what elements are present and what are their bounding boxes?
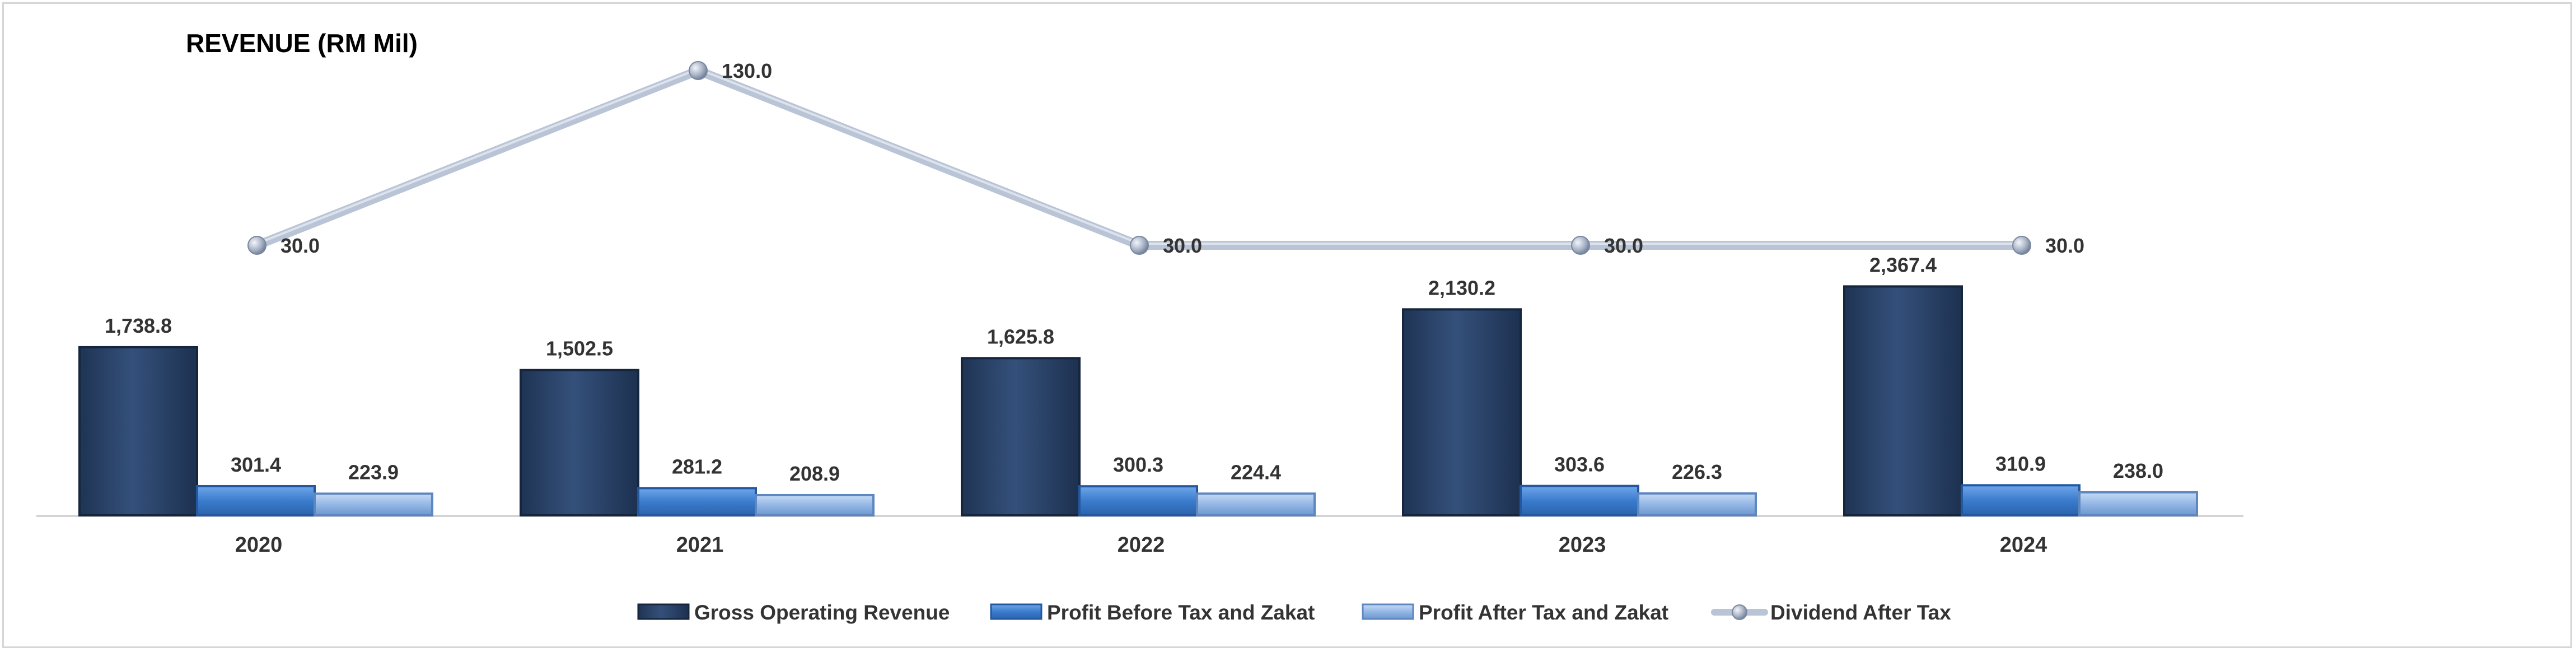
point-dividend-after-tax-2024 xyxy=(2012,236,2031,255)
legend-label-dividend-after-tax: Dividend After Tax xyxy=(1770,601,1951,624)
legend-label-profit-after-tax-and-zakat: Profit After Tax and Zakat xyxy=(1419,601,1668,624)
data-label-dividend-after-tax-2023: 30.0 xyxy=(1604,234,1643,257)
line-highlight xyxy=(256,67,2022,245)
legend-item-profit-before-tax-and-zakat: Profit Before Tax and Zakat xyxy=(990,601,1315,624)
legend-swatch-gross-operating-revenue xyxy=(637,603,690,620)
dividend-line-layer: 30.0 130.0 30.0 30.0 30.0 xyxy=(247,59,2084,257)
legend-marker-dividend-after-tax xyxy=(1732,604,1747,620)
data-label-dividend-after-tax-2021: 130.0 xyxy=(722,59,772,82)
bar-gross-operating-revenue-2022 xyxy=(961,357,1081,516)
bar-gross-operating-revenue-2023 xyxy=(1402,308,1522,516)
data-label-dividend-after-tax-2022: 30.0 xyxy=(1163,234,1202,257)
x-tick-label-2024: 2024 xyxy=(2000,533,2047,557)
legend-swatch-profit-after-tax-and-zakat xyxy=(1362,603,1414,620)
bar-profit-before-tax-and-zakat-2024 xyxy=(1961,484,2081,517)
bar-profit-after-tax-and-zakat-2022 xyxy=(1196,492,1316,516)
data-label-profit-after-tax-and-zakat-2021: 208.9 xyxy=(789,462,840,485)
bars-layer: 1,738.8 301.4 223.9 1,502.5 281.2 208.9 1,625.… xyxy=(78,253,2198,517)
data-label-profit-after-tax-and-zakat-2020: 223.9 xyxy=(348,460,399,483)
data-label-profit-before-tax-and-zakat-2021: 281.2 xyxy=(672,455,722,478)
bar-gross-operating-revenue-2021 xyxy=(520,369,639,517)
data-label-profit-before-tax-and-zakat-2023: 303.6 xyxy=(1554,453,1605,476)
legend-item-dividend-after-tax: Dividend After Tax xyxy=(1711,601,1951,624)
bar-profit-after-tax-and-zakat-2021 xyxy=(755,493,875,516)
chart-canvas: REVENUE (RM Mil) 1,738.8 301.4 223.9 1,502.… xyxy=(36,29,2243,624)
legend-swatch-profit-before-tax-and-zakat xyxy=(990,603,1042,620)
data-label-gross-operating-revenue-2024: 2,367.4 xyxy=(1869,253,1937,276)
bar-profit-after-tax-and-zakat-2020 xyxy=(314,492,433,516)
point-dividend-after-tax-2020 xyxy=(247,236,267,255)
x-tick-label-2020: 2020 xyxy=(235,533,283,557)
x-tick-labels: 2020 2021 2022 2023 2024 xyxy=(235,533,2047,557)
point-dividend-after-tax-2023 xyxy=(1571,236,1590,255)
point-dividend-after-tax-2021 xyxy=(689,61,708,80)
bar-profit-before-tax-and-zakat-2020 xyxy=(196,485,316,516)
bar-gross-operating-revenue-2020 xyxy=(78,346,198,516)
data-label-profit-before-tax-and-zakat-2022: 300.3 xyxy=(1113,453,1163,476)
data-label-gross-operating-revenue-2020: 1,738.8 xyxy=(105,314,172,337)
line-dividend-after-tax xyxy=(253,66,2026,250)
data-label-gross-operating-revenue-2023: 2,130.2 xyxy=(1428,276,1495,299)
data-label-dividend-after-tax-2024: 30.0 xyxy=(2045,234,2084,257)
data-label-profit-after-tax-and-zakat-2024: 238.0 xyxy=(2113,459,2163,482)
point-dividend-after-tax-2022 xyxy=(1130,236,1149,255)
bar-profit-after-tax-and-zakat-2023 xyxy=(1637,492,1757,516)
x-tick-label-2022: 2022 xyxy=(1118,533,1165,557)
legend-label-gross-operating-revenue: Gross Operating Revenue xyxy=(694,601,950,624)
chart-title: REVENUE (RM Mil) xyxy=(186,29,418,58)
data-label-profit-before-tax-and-zakat-2024: 310.9 xyxy=(1995,452,2046,475)
bar-profit-before-tax-and-zakat-2023 xyxy=(1520,485,1639,516)
data-label-gross-operating-revenue-2021: 1,502.5 xyxy=(546,337,613,360)
bar-profit-after-tax-and-zakat-2024 xyxy=(2078,491,2198,517)
data-label-profit-after-tax-and-zakat-2023: 226.3 xyxy=(1672,460,1722,483)
bar-gross-operating-revenue-2024 xyxy=(1843,285,1963,516)
data-label-dividend-after-tax-2020: 30.0 xyxy=(280,234,320,257)
legend-label-profit-before-tax-and-zakat: Profit Before Tax and Zakat xyxy=(1047,601,1315,624)
x-tick-label-2023: 2023 xyxy=(1559,533,1606,557)
bar-profit-before-tax-and-zakat-2022 xyxy=(1078,485,1198,516)
legend-item-gross-operating-revenue: Gross Operating Revenue xyxy=(637,601,950,624)
x-tick-label-2021: 2021 xyxy=(676,533,724,557)
data-label-profit-before-tax-and-zakat-2020: 301.4 xyxy=(231,453,281,476)
legend-item-profit-after-tax-and-zakat: Profit After Tax and Zakat xyxy=(1362,601,1668,624)
bar-profit-before-tax-and-zakat-2021 xyxy=(637,487,757,517)
data-label-profit-after-tax-and-zakat-2022: 224.4 xyxy=(1231,460,1281,483)
legend: Gross Operating Revenue Profit Before Tax… xyxy=(637,601,1951,624)
data-label-gross-operating-revenue-2022: 1,625.8 xyxy=(987,325,1054,348)
